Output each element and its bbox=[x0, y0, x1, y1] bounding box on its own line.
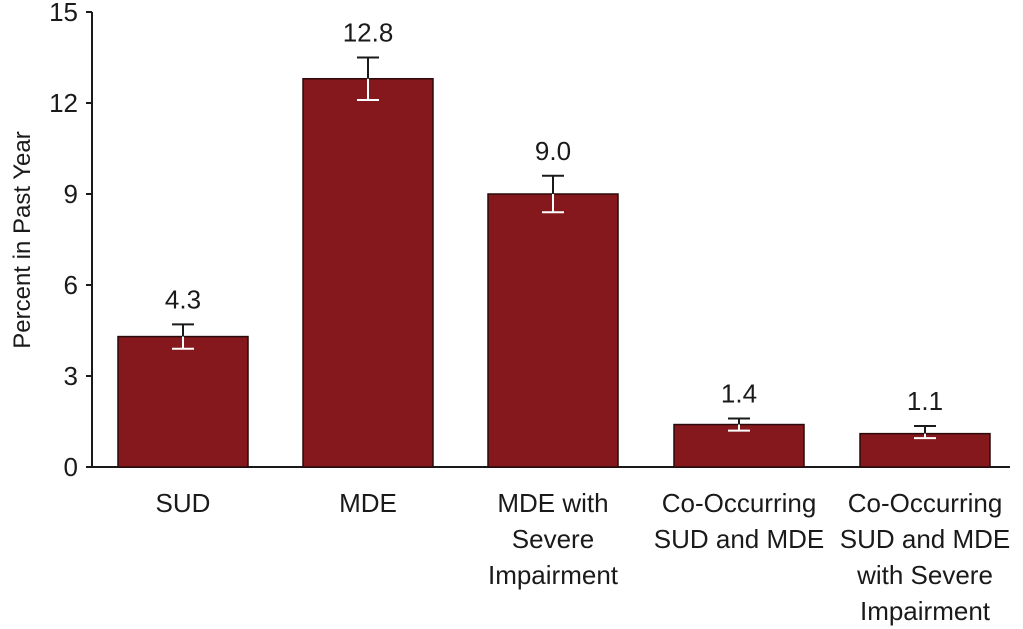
value-label: 1.1 bbox=[907, 386, 943, 416]
category-label-line: MDE bbox=[339, 488, 397, 518]
value-label: 4.3 bbox=[165, 284, 201, 314]
bar bbox=[487, 193, 619, 468]
bars-group bbox=[117, 56, 991, 468]
value-label: 1.4 bbox=[721, 378, 757, 408]
bar bbox=[302, 77, 434, 468]
category-label-line: Co-Occurring bbox=[662, 488, 817, 518]
y-tick-label: 15 bbox=[49, 0, 78, 27]
category-label: Co-Occurring SUD and MDE bbox=[654, 488, 825, 554]
y-tick-label: 6 bbox=[64, 270, 78, 300]
category-label: Co-Occurring SUD and MDE with Severe Impair… bbox=[840, 488, 1011, 626]
category-label-line: SUD and MDE bbox=[840, 524, 1011, 554]
category-label-line: Impairment bbox=[488, 560, 619, 590]
category-label-line: SUD and MDE bbox=[654, 524, 825, 554]
category-label: SUD bbox=[156, 488, 211, 518]
category-label-line: Impairment bbox=[860, 596, 991, 626]
y-axis-title: Percent in Past Year bbox=[9, 131, 36, 348]
category-label-line: Co-Occurring bbox=[848, 488, 1003, 518]
category-label: MDE bbox=[339, 488, 397, 518]
labels-group: 4.3 SUD 12.8 MDE 9.0 MDE with Severe Impairment… bbox=[156, 18, 1011, 627]
y-tick-label: 0 bbox=[64, 452, 78, 482]
category-label: MDE with Severe Impairment bbox=[488, 488, 619, 590]
y-tick-label: 9 bbox=[64, 179, 78, 209]
category-label-line: SUD bbox=[156, 488, 211, 518]
category-label-line: with Severe bbox=[856, 560, 993, 590]
category-label-line: MDE with bbox=[497, 488, 608, 518]
y-tick-label: 12 bbox=[49, 88, 78, 118]
bar bbox=[117, 335, 249, 468]
category-label-line: Severe bbox=[512, 524, 594, 554]
value-label: 9.0 bbox=[535, 136, 571, 166]
value-label: 12.8 bbox=[343, 18, 394, 48]
y-tick-label: 3 bbox=[64, 361, 78, 391]
